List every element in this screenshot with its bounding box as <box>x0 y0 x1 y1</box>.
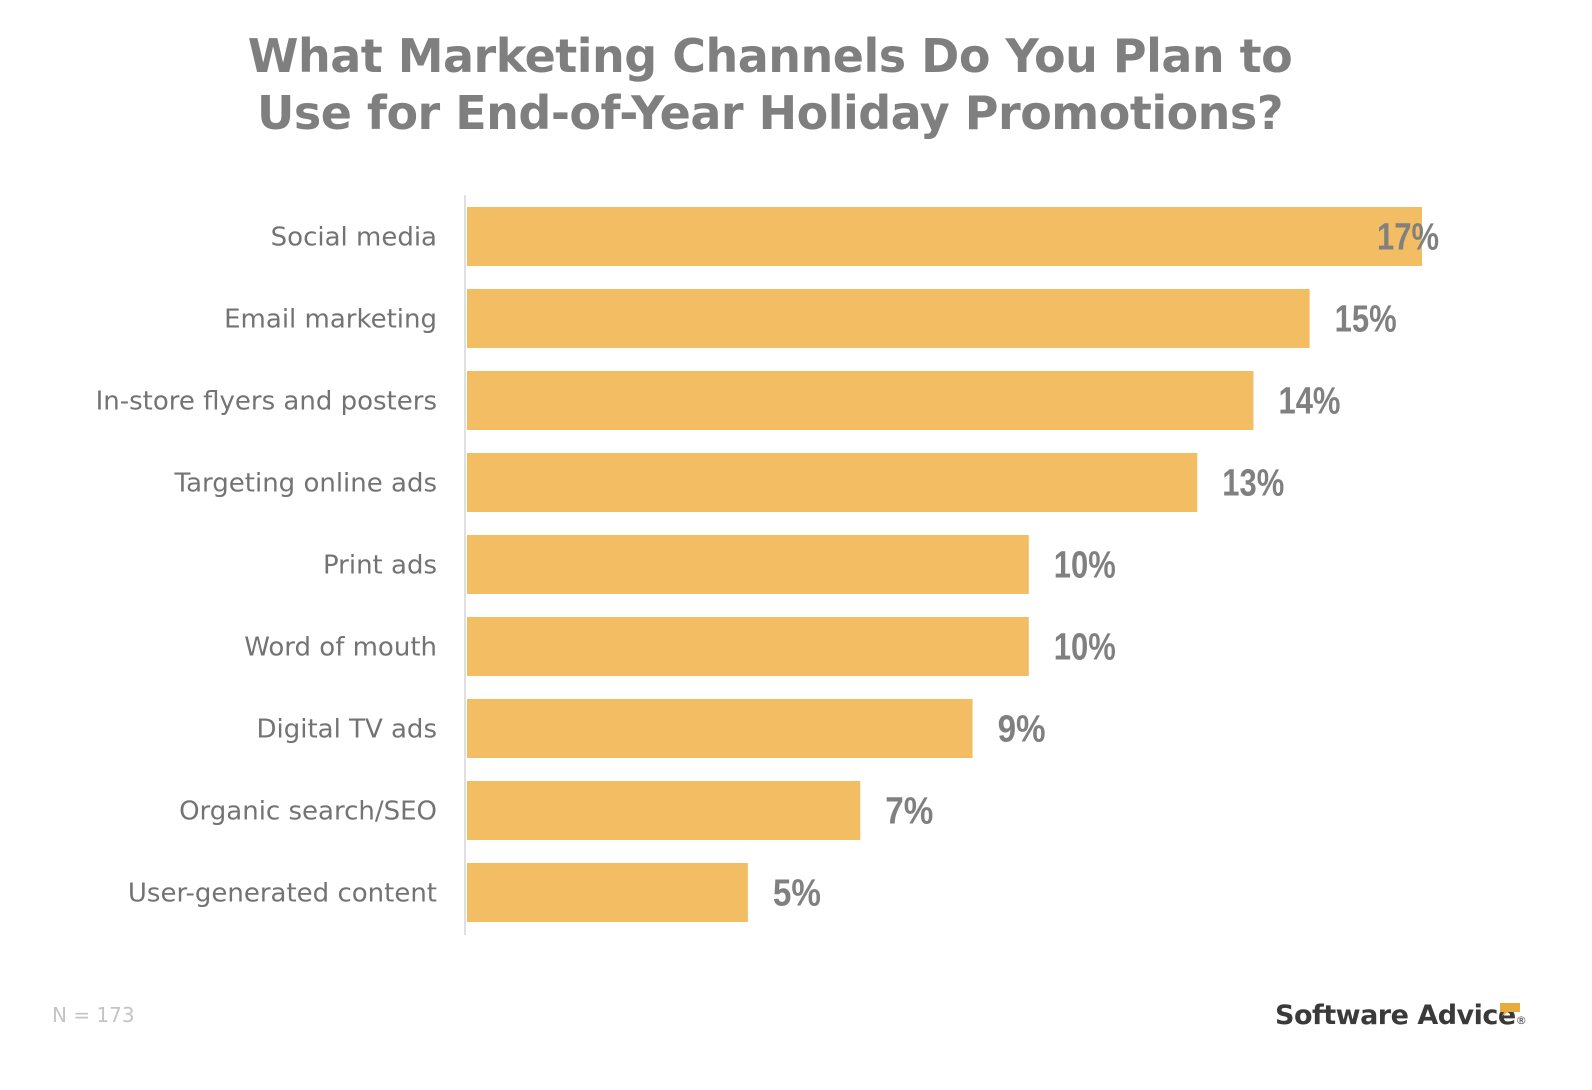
category-label: Targeting online ads <box>174 469 437 499</box>
value-label: 10% <box>1054 627 1116 669</box>
bar-user-generated-content <box>467 863 748 922</box>
category-label: Email marketing <box>224 305 437 335</box>
bar-in-store-flyers-and-posters <box>467 371 1254 430</box>
category-label: User-generated content <box>128 879 437 909</box>
value-label: 10% <box>1054 545 1116 587</box>
sample-size-note: N = 173 <box>52 1003 135 1027</box>
chart-title-line-2: Use for End-of-Year Holiday Promotions? <box>256 86 1284 140</box>
value-label: 15% <box>1335 299 1397 341</box>
bars-layer: Social media 17% Email marketing 15% In-stor… <box>96 207 1439 922</box>
brand-logo: Software Advice® <box>1275 1000 1527 1031</box>
bar-organic-search-seo <box>467 781 861 840</box>
category-label: Word of mouth <box>244 633 437 663</box>
value-label: 17% <box>1377 217 1439 259</box>
chart-title: What Marketing Channels Do You Plan to U… <box>0 28 1540 142</box>
bar-digital-tv-ads <box>467 699 973 758</box>
bar-targeting-online-ads <box>467 453 1198 512</box>
bar-email-marketing <box>467 289 1310 348</box>
value-label: 13% <box>1222 463 1284 505</box>
value-label: 5% <box>773 873 821 915</box>
category-label: Digital TV ads <box>256 715 437 745</box>
value-label: 9% <box>998 709 1046 751</box>
category-label: Social media <box>271 223 437 253</box>
category-label: Print ads <box>323 551 437 581</box>
value-label: 7% <box>885 791 933 833</box>
category-label: Organic search/SEO <box>179 797 437 827</box>
bar-print-ads <box>467 535 1029 594</box>
value-label: 14% <box>1278 381 1340 423</box>
bar-word-of-mouth <box>467 617 1029 676</box>
bar-social-media <box>467 207 1422 266</box>
speech-bubble-icon <box>1500 1003 1520 1016</box>
category-label: In-store flyers and posters <box>96 387 437 417</box>
brand-registered-mark: ® <box>1515 1014 1527 1027</box>
brand-name: Software Advice <box>1275 1000 1516 1031</box>
chart-title-line-1: What Marketing Channels Do You Plan to <box>247 29 1293 83</box>
